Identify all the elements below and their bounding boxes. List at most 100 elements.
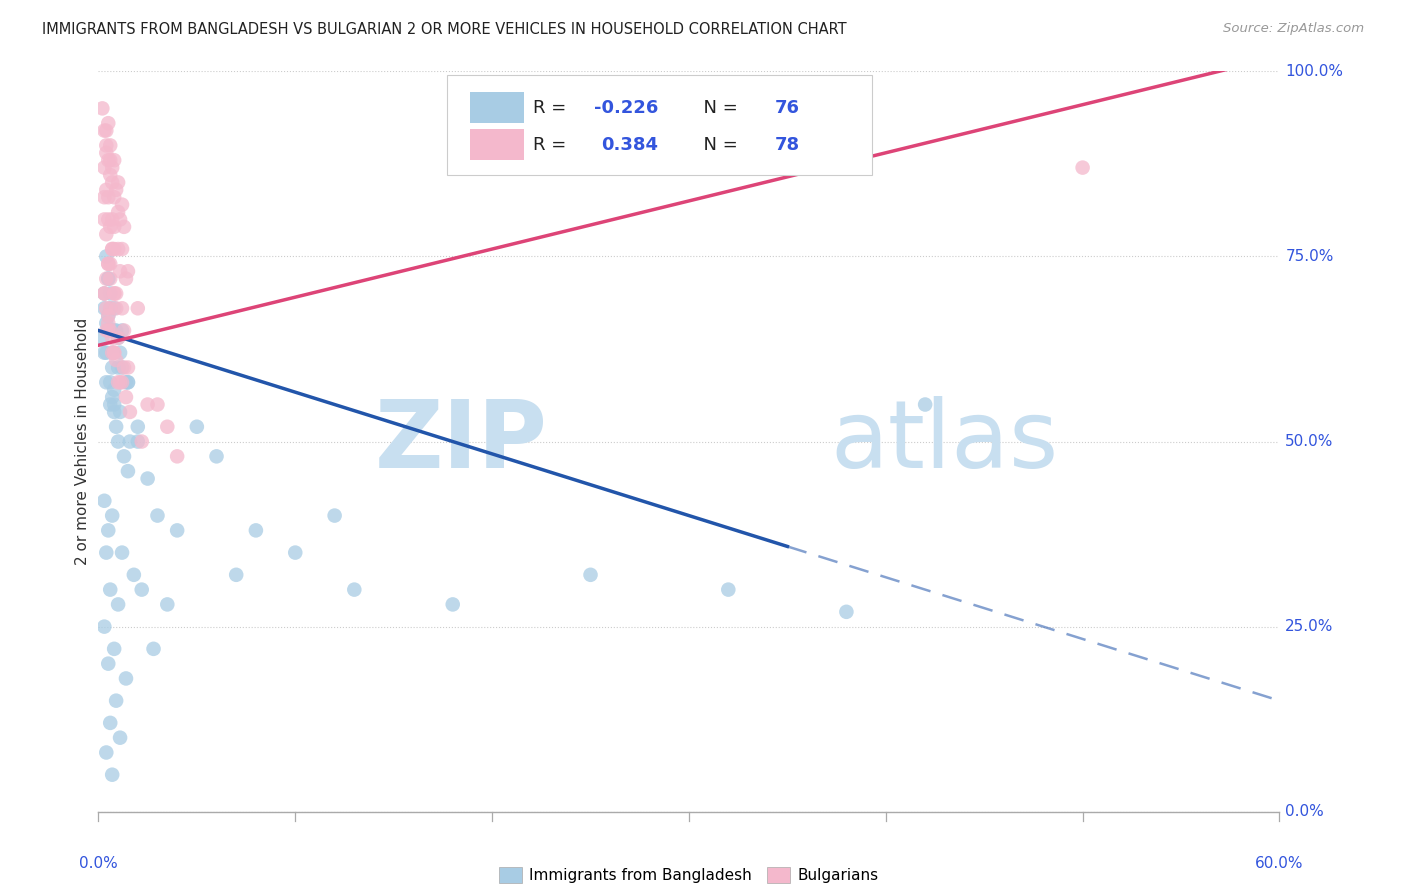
Point: [98, 324, 121, 338]
Point: [97, 309, 120, 323]
Point: [103, 242, 125, 256]
Point: [96, 138, 118, 153]
Point: [96, 301, 118, 316]
Point: [112, 450, 135, 464]
Point: [166, 524, 188, 538]
Point: [96, 345, 118, 359]
Point: [105, 324, 128, 338]
Point: [96, 183, 118, 197]
Text: 0.0%: 0.0%: [79, 856, 118, 871]
Text: 25.0%: 25.0%: [1285, 619, 1334, 634]
Point: [97, 153, 120, 168]
Point: [97, 309, 120, 323]
Point: [98, 301, 121, 316]
Point: [108, 345, 131, 359]
Point: [117, 376, 139, 390]
Point: [131, 434, 153, 449]
Point: [97, 257, 120, 271]
Point: [97, 212, 120, 227]
Point: [93, 286, 115, 301]
Point: [111, 324, 134, 338]
Point: [96, 746, 118, 760]
Point: [1071, 161, 1094, 175]
Y-axis label: 2 or more Vehicles in Household: 2 or more Vehicles in Household: [75, 318, 90, 566]
Point: [127, 301, 149, 316]
Point: [108, 731, 131, 745]
Point: [146, 508, 169, 523]
Point: [835, 605, 858, 619]
Point: [105, 183, 128, 197]
Text: N =: N =: [693, 136, 744, 153]
Text: ZIP: ZIP: [374, 395, 547, 488]
Point: [112, 219, 135, 234]
Point: [97, 271, 120, 285]
Point: [96, 316, 118, 330]
Point: [107, 598, 129, 612]
Point: [117, 464, 139, 478]
Point: [96, 376, 118, 390]
Point: [108, 212, 131, 227]
Point: [103, 301, 125, 316]
Point: [117, 376, 139, 390]
Point: [441, 598, 464, 612]
Point: [98, 219, 121, 234]
Point: [97, 271, 120, 285]
Point: [105, 301, 128, 316]
Point: [91, 331, 114, 345]
Point: [93, 190, 115, 204]
Point: [97, 190, 120, 204]
Point: [343, 582, 366, 597]
Point: [96, 123, 118, 137]
Point: [156, 598, 179, 612]
Point: [127, 434, 149, 449]
Point: [97, 324, 120, 338]
Point: [96, 145, 118, 160]
Point: [98, 301, 121, 316]
Point: [97, 524, 120, 538]
Point: [93, 286, 115, 301]
Text: R =: R =: [533, 136, 578, 153]
Point: [136, 398, 159, 412]
Point: [98, 168, 121, 182]
Point: [98, 715, 121, 730]
Point: [101, 331, 124, 345]
Text: 78: 78: [775, 136, 800, 153]
Point: [101, 345, 124, 359]
Point: [101, 767, 124, 781]
Point: [205, 450, 228, 464]
Point: [97, 116, 120, 130]
Point: [91, 102, 114, 116]
Text: IMMIGRANTS FROM BANGLADESH VS BULGARIAN 2 OR MORE VEHICLES IN HOUSEHOLD CORRELAT: IMMIGRANTS FROM BANGLADESH VS BULGARIAN …: [42, 22, 846, 37]
Point: [108, 376, 131, 390]
Point: [112, 360, 135, 375]
Point: [96, 546, 118, 560]
Point: [118, 405, 141, 419]
Point: [107, 360, 129, 375]
Point: [118, 434, 141, 449]
Point: [103, 219, 125, 234]
Point: [103, 345, 125, 359]
Point: [111, 301, 134, 316]
Point: [105, 286, 128, 301]
Point: [107, 331, 129, 345]
Point: [98, 376, 121, 390]
Point: [107, 434, 129, 449]
Point: [717, 582, 740, 597]
Point: [98, 582, 121, 597]
Point: [115, 390, 138, 404]
Point: [105, 419, 128, 434]
Text: atlas: atlas: [831, 395, 1059, 488]
Point: [101, 175, 124, 190]
Point: [93, 286, 115, 301]
Point: [284, 546, 307, 560]
Point: [105, 694, 128, 708]
Point: [107, 175, 129, 190]
Point: [98, 398, 121, 412]
Point: [93, 301, 115, 316]
Point: [96, 250, 118, 264]
Point: [105, 353, 128, 368]
Point: [107, 376, 129, 390]
Point: [579, 567, 602, 582]
Point: [107, 331, 129, 345]
Point: [103, 405, 125, 419]
